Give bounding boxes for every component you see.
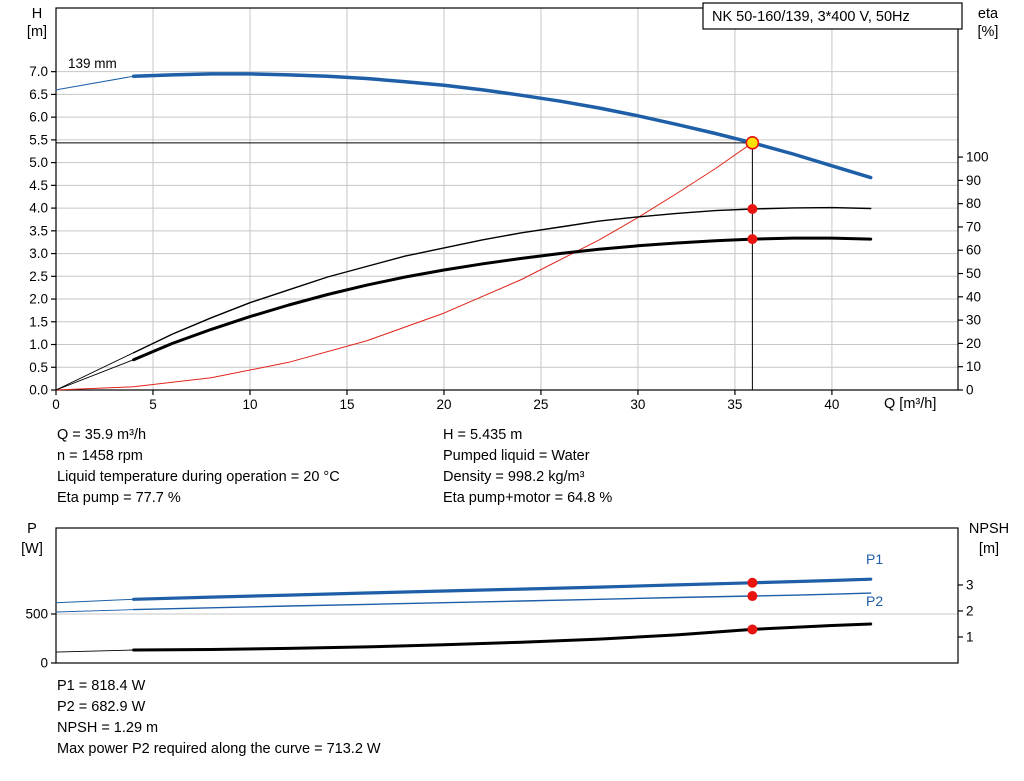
y-right-tick-label: 30 [966, 313, 981, 328]
result-line-p2: P2 = 682.9 W [57, 699, 146, 715]
y-left-tick-label: 2.5 [29, 269, 48, 284]
info-line-q: Q = 35.9 m³/h [57, 427, 147, 443]
info-line-speed: n = 1458 rpm [57, 448, 143, 464]
plot-frame [55, 7, 959, 391]
left-axis-title-h: H [32, 6, 42, 22]
y-right-tick-label: 80 [966, 196, 981, 211]
x-tick-label: 30 [630, 397, 645, 412]
y-right-tick-label: 50 [966, 266, 981, 281]
y-left-tick-label: 2.0 [29, 292, 48, 307]
y-right-tick-label: 100 [966, 150, 989, 165]
eta-pump-marker [747, 204, 758, 215]
y-right-tick-label: 0 [966, 383, 974, 398]
eta-pump-motor-lead [55, 359, 135, 391]
y-left-tick-label: 5.0 [29, 155, 48, 170]
plot-frame [55, 527, 959, 664]
result-line-npsh: NPSH = 1.29 m [57, 720, 159, 736]
y-left-tick-label: 5.5 [29, 132, 48, 147]
y-right-tick-label: 60 [966, 243, 981, 258]
y-left-tick-label: 6.5 [29, 87, 48, 102]
y-right-tick-label: 10 [966, 359, 981, 374]
y-left-tick-label: 0 [40, 656, 48, 671]
y-left-tick-label: 3.5 [29, 223, 48, 238]
x-tick-label: 5 [149, 397, 157, 412]
info-line-head: H = 5.435 m [443, 427, 523, 443]
results-block: P1 = 818.4 W P2 = 682.9 W NPSH = 1.29 m … [57, 676, 381, 760]
y-left-tick-label: 500 [25, 606, 48, 621]
x-axis-title: Q [m³/h] [884, 396, 936, 412]
p1-curve-lead [55, 598, 135, 604]
head-curve-lead [55, 75, 135, 91]
x-tick-label: 40 [824, 397, 839, 412]
y-right-tick-label: 70 [966, 219, 981, 234]
x-tick-label: 15 [339, 397, 354, 412]
y-left-tick-label: 7.0 [29, 64, 48, 79]
p2-marker [747, 591, 758, 602]
npsh-curve [132, 622, 873, 652]
duty-point[interactable] [745, 136, 760, 150]
head-efficiency-chart: 0 5 10 15 20 25 30 35 40 0.0 0.5 1.0 1.5 2.0 2.5 3.0 3.5… [27, 2, 999, 412]
pump-title-label: NK 50-160/139, 3*400 V, 50Hz [712, 9, 910, 25]
y-left-tick-label: 6.0 [29, 110, 48, 125]
system-curve [55, 142, 753, 391]
x-tick-label: 35 [727, 397, 742, 412]
y-left-tick-label: 4.0 [29, 201, 48, 216]
y-left-tick-label: 0.5 [29, 360, 48, 375]
y-left-tick-label: 0.0 [29, 383, 48, 398]
pump-title-box: NK 50-160/139, 3*400 V, 50Hz [702, 2, 963, 30]
head-curve-139mm [131, 72, 873, 180]
info-line-eta-pump: Eta pump = 77.7 % [57, 490, 181, 506]
info-line-liquid: Pumped liquid = Water [443, 448, 590, 464]
y-right-tick-label: 3 [966, 577, 974, 592]
eta-pump-motor-marker [747, 234, 758, 245]
result-line-max-power: Max power P2 required along the curve = … [57, 741, 381, 757]
x-tick-label: 25 [533, 397, 548, 412]
pump-title-box-border [702, 2, 963, 30]
p2-curve [132, 592, 872, 611]
eta-pump-motor-curve [132, 236, 873, 362]
x-tick-label: 10 [242, 397, 257, 412]
npsh-axis-title: NPSH [969, 521, 1009, 537]
impeller-size-label: 139 mm [68, 56, 117, 71]
right-axis-title-unit: [%] [978, 24, 999, 40]
operating-data-left-column: Q = 35.9 m³/h n = 1458 rpm Liquid temper… [57, 425, 340, 509]
left-axis-title-unit: [m] [27, 24, 47, 40]
bottom-plot-area: 0 500 1 2 3 [25, 527, 974, 671]
power-axis-unit: [W] [21, 541, 43, 557]
y-right-tick-label: 90 [966, 173, 981, 188]
y-left-tick-label: 4.5 [29, 178, 48, 193]
x-tick-label: 20 [436, 397, 451, 412]
p2-curve-lead [55, 609, 135, 613]
y-left-tick-label: 1.5 [29, 314, 48, 329]
npsh-axis-unit: [m] [979, 541, 999, 557]
eta-pump-lead [55, 352, 135, 391]
power-axis-title: P [27, 521, 37, 537]
operating-data-right-column: H = 5.435 m Pumped liquid = Water Densit… [443, 425, 612, 509]
npsh-curve-lead [55, 649, 135, 653]
y-left-tick-label: 1.0 [29, 337, 48, 352]
y-right-tick-label: 2 [966, 603, 974, 618]
p2-curve-label: P2 [866, 593, 883, 609]
npsh-marker [747, 624, 758, 635]
y-right-tick-label: 40 [966, 289, 981, 304]
info-line-density: Density = 998.2 kg/m³ [443, 469, 585, 485]
result-line-p1: P1 = 818.4 W [57, 678, 146, 694]
y-right-tick-label: 1 [966, 629, 974, 644]
y-left-tick-label: 3.0 [29, 246, 48, 261]
top-plot-area: 0 5 10 15 20 25 30 35 40 0.0 0.5 1.0 1.5 2.0 2.5 3.0 3.5… [29, 7, 989, 412]
info-line-eta-pump-motor: Eta pump+motor = 64.8 % [443, 490, 613, 506]
info-line-temperature: Liquid temperature during operation = 20… [57, 469, 340, 485]
x-tick-label: 0 [52, 397, 60, 412]
eta-pump-curve [132, 206, 872, 354]
y-right-tick-label: 20 [966, 336, 981, 351]
p1-curve-label: P1 [866, 551, 883, 567]
right-axis-title-eta: eta [978, 6, 999, 22]
p1-curve [132, 577, 873, 601]
power-npsh-chart: 0 500 1 2 3 P [W] NPSH [m] P1 P2 [21, 521, 1009, 671]
p1-marker [747, 577, 758, 588]
